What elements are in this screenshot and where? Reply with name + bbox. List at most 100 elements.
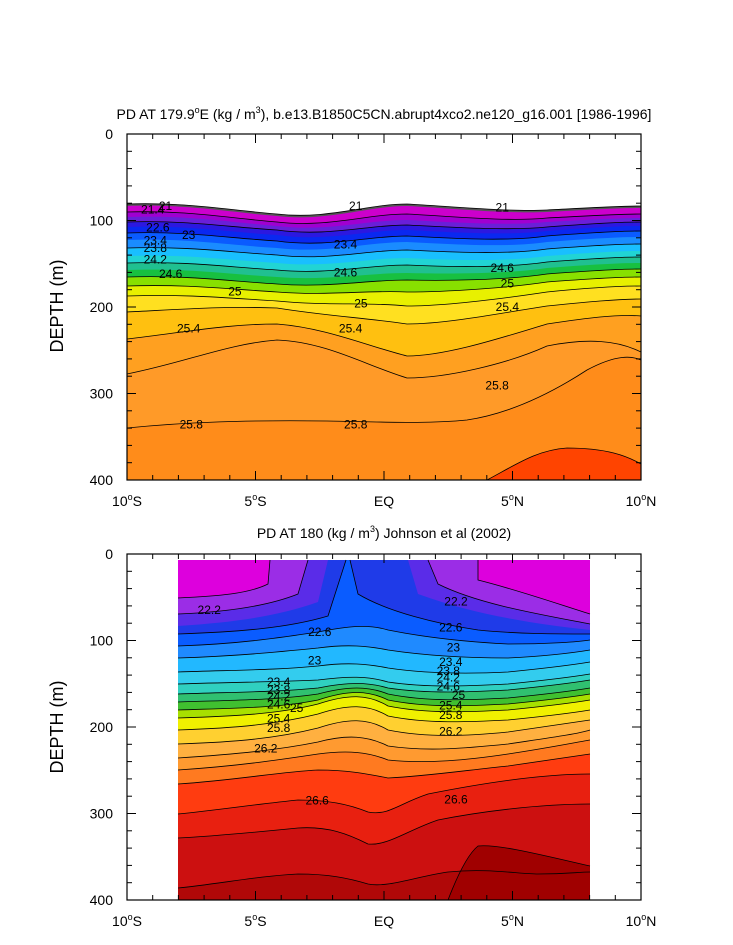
contour-line [126, 230, 642, 244]
contour-line [349, 559, 591, 635]
contour-line [177, 673, 591, 687]
contour-label: 24.6 [159, 267, 183, 281]
panel2-y-tick-label: 100 [90, 633, 114, 649]
contour-lines [126, 203, 642, 481]
contour-label: 22.2 [198, 603, 222, 617]
contour-line [177, 559, 347, 635]
panel2-title: PD AT 180 (kg / m3) Johnson et al (2002) [257, 524, 511, 541]
panel2-data-region [177, 559, 591, 901]
contour-label: 23.4 [439, 655, 463, 669]
contour-label: 25.8 [344, 418, 368, 432]
panel1-x-tick-label: 5oS [244, 492, 266, 509]
contour-label: 25 [354, 297, 368, 311]
contour-line [177, 729, 591, 759]
panel1-y-tick-label: 100 [90, 213, 114, 229]
panel2-x-tick-label: EQ [374, 913, 394, 929]
panel2-y-tick-label: 200 [90, 719, 114, 735]
contour-label: 25.4 [267, 711, 291, 725]
contour-line [177, 773, 591, 815]
contour-label: 21 [349, 199, 363, 213]
contour-label: 25.8 [485, 379, 509, 393]
contour-label: 26.6 [306, 794, 330, 808]
contour-line [177, 719, 591, 745]
contour-line [126, 243, 642, 258]
contour-line [177, 687, 591, 703]
contour-label: 26.2 [439, 724, 463, 738]
contour-line [177, 559, 271, 599]
contour-label: 23.8 [267, 683, 291, 697]
panel1-ylabel: DEPTH (m) [47, 260, 67, 353]
contour-label: 23.8 [144, 241, 168, 255]
contour-line [126, 356, 642, 429]
contour-label: 23.8 [437, 664, 461, 678]
contour-label: 25.4 [339, 322, 363, 336]
contour-label: 24.6 [267, 698, 291, 712]
contour-line [447, 845, 591, 901]
contour-line [486, 447, 642, 481]
contour-label: 25 [290, 701, 304, 715]
panel1-ticks: 0 100 200 300 400 10oS 5oS EQ 5oN 10oN [90, 126, 657, 509]
panel2-ylabel: DEPTH (m) [47, 681, 67, 774]
contour-label: 23 [447, 640, 461, 654]
contour-line [126, 203, 642, 216]
contour-label: 25 [501, 277, 515, 291]
contour-label: 23.4 [144, 233, 168, 247]
contour-line [177, 696, 591, 719]
panel1-x-tick-label: EQ [374, 493, 394, 509]
panel-observations: PD AT 180 (kg / m3) Johnson et al (2002) [47, 524, 656, 929]
contour-label: 24.6 [334, 265, 358, 279]
panel1-x-tick-label: 10oS [112, 492, 142, 509]
contour-label: 23 [308, 653, 322, 667]
panel2-x-tick-label: 5oN [501, 912, 524, 929]
contour-line [177, 559, 309, 615]
contour-label: 22.6 [439, 621, 463, 635]
contour-label: 21 [496, 201, 510, 215]
contour-line [177, 645, 591, 659]
contour-line [126, 285, 642, 307]
contour-line [126, 276, 642, 294]
contour-label: 25.4 [177, 322, 201, 336]
contour-line [126, 221, 642, 233]
contour-label: 25.8 [439, 708, 463, 722]
contour-lines [177, 559, 591, 901]
contour-line [177, 625, 591, 647]
contour-line [177, 679, 591, 695]
panel2-y-tick-label: 300 [90, 806, 114, 822]
contour-line [126, 256, 642, 272]
contour-label: 23 [182, 228, 196, 242]
contour-label: 23.4 [267, 675, 291, 689]
panel1-y-tick-label: 0 [105, 126, 113, 142]
panel2-ticks: 0 100 200 300 400 10oS 5oS EQ 5oN 10oN [90, 546, 657, 929]
panel1-title: PD AT 179.9oE (kg / m3), b.e13.B1850C5CN… [117, 105, 652, 122]
contour-line [427, 559, 591, 625]
contour-label: 24.2 [437, 671, 461, 685]
contour-label: 25 [452, 688, 466, 702]
contour-label: 21 [159, 199, 173, 213]
contour-label: 24.2 [267, 690, 291, 704]
contour-label: 25.4 [439, 698, 463, 712]
panel1-x-tick-label: 5oN [501, 492, 524, 509]
panel-model: PD AT 179.9oE (kg / m3), b.e13.B1850C5CN… [47, 105, 656, 509]
contour-label: 26.6 [444, 793, 468, 807]
contour-line [177, 870, 591, 889]
panel2-x-tick-label: 10oS [112, 912, 142, 929]
panel2-x-tick-label: 10oN [626, 912, 657, 929]
panel2-y-tick-label: 400 [90, 892, 114, 908]
panel2-x-tick-label: 5oS [244, 912, 266, 929]
panel1-y-tick-label: 200 [90, 299, 114, 315]
contour-label: 22.2 [444, 595, 468, 609]
contour-label: 24.6 [437, 679, 461, 693]
contour-label: 25.8 [267, 721, 291, 735]
contour-label: 22.6 [146, 220, 170, 234]
contour-band [178, 845, 590, 900]
panel1-y-tick-label: 400 [90, 472, 114, 488]
contour-line [126, 211, 642, 224]
contour-label: 24.2 [144, 252, 168, 266]
contour-label: 26.2 [254, 742, 278, 756]
contour-label: 25.8 [180, 418, 204, 432]
